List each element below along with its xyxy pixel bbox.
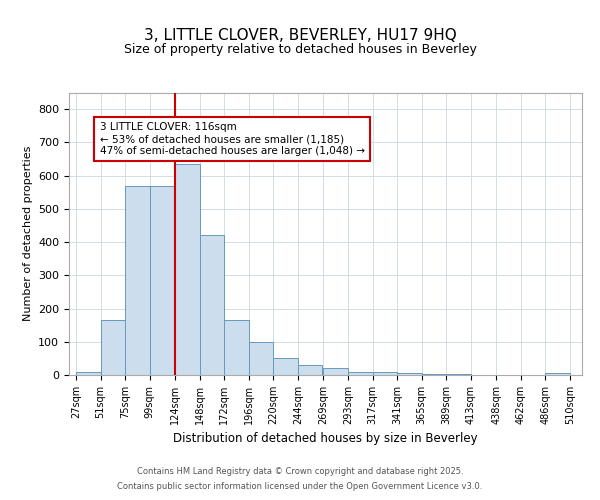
Text: 3, LITTLE CLOVER, BEVERLEY, HU17 9HQ: 3, LITTLE CLOVER, BEVERLEY, HU17 9HQ (143, 28, 457, 42)
Bar (422, 374, 446, 375)
Bar (125, 186, 150, 375)
X-axis label: Distribution of detached houses by size in Beverley: Distribution of detached houses by size … (173, 432, 478, 446)
Bar (298, 365, 322, 375)
Bar (373, 372, 397, 375)
Bar (323, 368, 348, 375)
Bar (150, 186, 174, 375)
Bar (545, 374, 570, 375)
Bar (76, 372, 101, 375)
Text: Contains public sector information licensed under the Open Government Licence v3: Contains public sector information licen… (118, 482, 482, 491)
Text: 3 LITTLE CLOVER: 116sqm
← 53% of detached houses are smaller (1,185)
47% of semi: 3 LITTLE CLOVER: 116sqm ← 53% of detache… (100, 122, 365, 156)
Bar (348, 372, 373, 375)
Bar (274, 358, 298, 375)
Text: Contains HM Land Registry data © Crown copyright and database right 2025.: Contains HM Land Registry data © Crown c… (137, 467, 463, 476)
Bar (200, 236, 224, 375)
Bar (101, 320, 125, 375)
Bar (397, 374, 422, 375)
Bar (446, 374, 470, 375)
Bar (175, 164, 200, 375)
Y-axis label: Number of detached properties: Number of detached properties (23, 146, 32, 322)
Text: Size of property relative to detached houses in Beverley: Size of property relative to detached ho… (124, 42, 476, 56)
Bar (249, 342, 274, 375)
Bar (224, 320, 249, 375)
